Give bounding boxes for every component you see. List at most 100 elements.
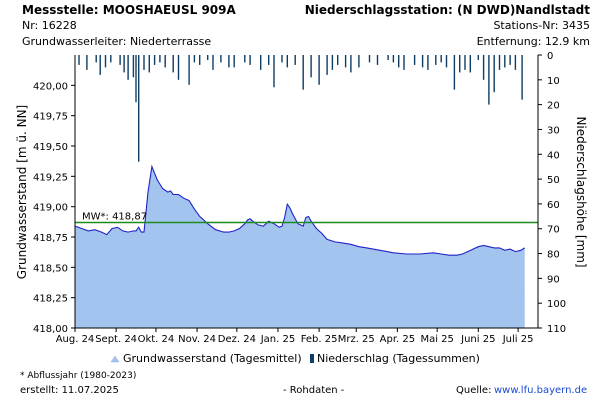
y-tick-label: 418,50 [33,263,68,274]
precip-bar [164,55,166,68]
y-tick-label: 418,75 [33,233,68,244]
precip-bar [427,55,429,70]
precip-bar [310,55,312,78]
legend: Grundwasserstand (Tagesmittel) Niedersch… [110,352,480,365]
precip-bar [326,55,328,75]
x-tick-label: Nov. 24 [178,334,216,345]
precip-bar [469,55,471,73]
source-label: Quelle: [456,385,492,396]
precip-bar [135,55,137,103]
precip-bar [337,55,339,65]
precip-bar [228,55,230,68]
precip-bar [123,55,125,73]
y2-axis-label: Niederschlagshöhe [mm] [574,116,588,267]
y2-tick-label: 80 [547,250,560,261]
y2-tick-label: 20 [547,101,560,112]
x-tick-label: Aug. 24 [56,334,95,345]
precip-bar [344,55,347,68]
precip-bar [110,55,112,63]
mean-line-label: MW*: 418,87 [82,211,147,222]
precip-bar [148,55,150,73]
y2-tick-label: 10 [547,76,560,87]
y-tick-label: 419,75 [33,112,68,123]
precip-bar [193,55,196,63]
station-title: Messstelle: MOOSHAEUSL 909A [22,3,236,17]
precip-bar [498,55,501,70]
x-tick-label: Apr. 25 [380,334,415,345]
y2-tick-label: 50 [547,175,560,186]
precip-bar [350,55,352,73]
precip-station-number: Stations-Nr: 3435 [493,19,590,32]
precip-bar [331,55,334,70]
precip-bar [421,55,424,68]
precip-bar [199,55,201,65]
precip-bar [104,55,107,68]
precip-bar [464,55,466,70]
precip-bar [477,55,479,60]
x-tick-label: Juli 25 [502,334,534,345]
y-axis-label: Grundwasserstand [m ü. NN] [15,105,29,279]
precip-bar [119,55,121,65]
precip-bar [220,55,222,63]
legend-groundwater-icon [110,355,120,363]
precip-bar [403,55,405,70]
x-tick-label: Juni 25 [460,334,495,345]
precip-bar [244,55,246,63]
y2-tick-label: 60 [547,200,560,211]
precip-bar [153,55,156,65]
precip-bar [435,55,437,65]
y2-tick-label: 70 [547,225,560,236]
precip-bar [376,55,379,65]
y2-tick-label: 0 [547,51,553,62]
precip-bar [273,55,275,88]
precip-bar [95,55,97,63]
precip-bar [302,55,304,90]
x-tick-label: Sept. 24 [95,334,137,345]
precip-bar [249,55,251,65]
precip-bar [86,55,88,70]
precip-bar [368,55,371,63]
precip-bar [143,55,145,70]
y-tick-label: 418,00 [33,324,68,335]
precip-bar [453,55,456,90]
precip-bar [212,55,214,70]
legend-precip-label: Niederschlag (Tagessummen) [317,352,480,365]
precip-bar [398,55,400,68]
precip-bar [127,55,129,80]
created-date: erstellt: 11.07.2025 [20,385,119,396]
aquifer-label: Grundwasserleiter: Niederterrasse [22,35,212,48]
y2-tick-label: 40 [547,150,560,161]
source-link[interactable]: www.lfu.bayern.de [494,385,588,396]
x-tick-label: Jan. 25 [260,334,296,345]
precip-bar [318,55,320,85]
precip-bar [482,55,485,80]
legend-groundwater-label: Grundwasserstand (Tagesmittel) [123,352,302,365]
y2-tick-label: 100 [547,299,566,310]
x-tick-label: Mai 25 [420,334,453,345]
precip-bar [132,55,135,78]
precip-bar [358,55,360,68]
precip-bar [514,55,517,70]
precip-bar [294,55,296,65]
precip-station-distance: Entfernung: 12.9 km [476,35,590,48]
precip-bar [188,55,190,85]
precip-bar [233,55,235,68]
y-tick-label: 419,50 [33,142,68,153]
footnote: * Abflussjahr (1980-2023) [20,371,137,381]
precip-bar [413,55,416,65]
precip-bar [172,55,174,73]
precip-bar [286,55,288,68]
y2-tick-label: 90 [547,274,560,285]
x-tick-label: Feb. 25 [301,334,338,345]
precip-bar [509,55,511,65]
precip-bar [445,55,448,68]
precip-bar [78,55,80,65]
groundwater-line [74,164,525,256]
station-number: Nr: 16228 [22,19,77,32]
x-tick-label: Dez. 24 [218,334,256,345]
y-tick-label: 418,25 [33,294,68,305]
precip-bar [387,55,389,60]
groundwater-area [75,166,525,328]
legend-precip-icon [310,354,314,363]
